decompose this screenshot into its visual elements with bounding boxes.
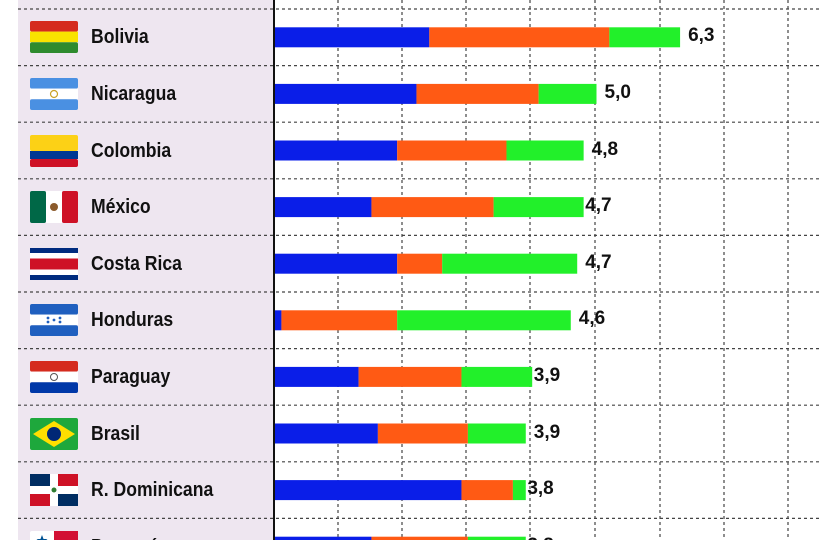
honduras-flag-icon — [28, 301, 80, 339]
bar-segment-3 — [609, 27, 681, 48]
data-label: 6,3 — [688, 25, 715, 47]
costa-rica-flag-icon — [28, 245, 80, 283]
country-label: Paraguay — [91, 365, 171, 388]
bar-segment-1 — [275, 366, 359, 387]
bar-segment-1 — [275, 480, 462, 501]
bar-segment-2 — [377, 423, 468, 444]
country-label: México — [91, 196, 151, 219]
data-label: 4,8 — [591, 138, 619, 160]
country-label: Honduras — [91, 309, 174, 332]
country-label: Nicaragua — [91, 82, 177, 105]
data-label: 4,7 — [585, 195, 612, 217]
paraguay-flag-icon — [28, 358, 80, 396]
country-label: Colombia — [91, 139, 172, 162]
bar-segment-1 — [275, 536, 372, 540]
bar-segment-3 — [442, 253, 578, 274]
bar-segment-2 — [371, 197, 494, 218]
bar-segment-1 — [275, 253, 398, 274]
bar-segment-1 — [275, 83, 417, 104]
dominican-republic-flag-icon — [28, 471, 80, 509]
bar-segment-3 — [461, 366, 533, 387]
bar-segment-1 — [275, 423, 378, 444]
bar-segment-3 — [467, 536, 526, 540]
bar-segment-2 — [397, 140, 507, 161]
bar-segment-1 — [275, 140, 398, 161]
bar-segment-1 — [275, 27, 430, 48]
bar-segment-2 — [281, 310, 398, 331]
data-label: 4,7 — [585, 251, 612, 273]
bar-segment-3 — [538, 83, 597, 104]
bar-segment-2 — [371, 536, 468, 540]
bar-segment-2 — [416, 83, 539, 104]
country-label: Bolivia — [91, 26, 149, 49]
bar-segment-3 — [512, 480, 526, 501]
bar-segment-3 — [493, 197, 584, 218]
data-label: 3,9 — [533, 364, 561, 386]
nicaragua-flag-icon — [28, 75, 80, 113]
mexico-flag-icon — [28, 188, 80, 226]
bar-segment-3 — [397, 310, 571, 331]
data-label: 4,6 — [578, 308, 606, 330]
colombia-flag-icon — [28, 132, 80, 170]
data-label: 3,9 — [533, 421, 561, 443]
bar-segment-1 — [275, 197, 372, 218]
country-label: Brasil — [91, 422, 140, 445]
brasil-flag-icon — [28, 415, 80, 453]
bar-segment-2 — [358, 366, 462, 387]
country-label: Costa Rica — [91, 252, 182, 275]
y-axis-line — [273, 0, 275, 540]
bar-segment-2 — [397, 253, 443, 274]
bolivia-flag-icon — [28, 18, 80, 56]
bar-segment-2 — [429, 27, 610, 48]
data-label: 3,8 — [527, 478, 554, 500]
bar-segment-3 — [467, 423, 526, 444]
country-label: R. Dominicana — [91, 479, 214, 502]
bar-segment-3 — [506, 140, 584, 161]
country-label: Panamá — [91, 535, 159, 540]
data-label: 3,8 — [527, 534, 553, 540]
bar-segment-2 — [461, 480, 513, 501]
data-label: 5,0 — [604, 81, 631, 103]
panama-flag-icon — [28, 528, 80, 540]
bar-segment-1 — [275, 310, 282, 331]
